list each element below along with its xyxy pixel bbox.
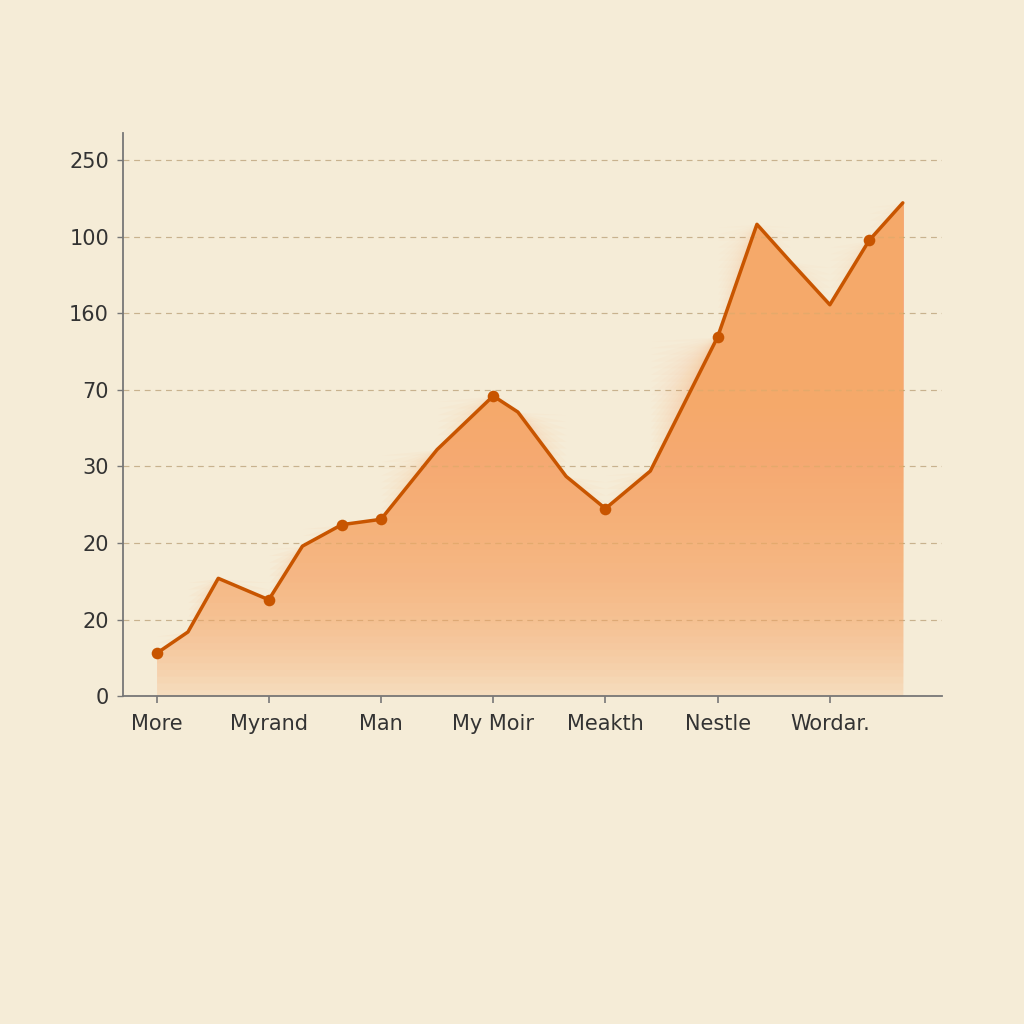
Point xyxy=(861,232,878,249)
Point xyxy=(260,592,276,608)
Point xyxy=(373,511,389,527)
Point xyxy=(485,388,502,404)
Point xyxy=(710,329,726,345)
Point xyxy=(334,516,350,532)
Point xyxy=(597,501,613,517)
Point xyxy=(148,645,165,662)
